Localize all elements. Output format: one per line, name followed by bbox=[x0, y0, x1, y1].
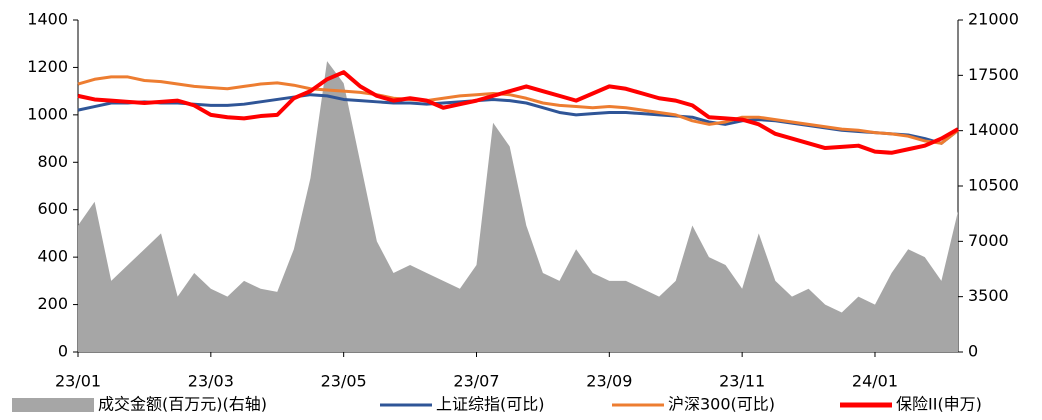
y2-tick-label: 0 bbox=[968, 342, 978, 361]
y-tick-label: 800 bbox=[37, 152, 68, 171]
x-tick-label: 23/03 bbox=[188, 372, 234, 391]
y2-tick-label: 7000 bbox=[968, 231, 1009, 250]
x-tick-label: 23/05 bbox=[321, 372, 367, 391]
series-line bbox=[77, 70, 959, 155]
legend-label: 沪深300(可比) bbox=[668, 395, 775, 414]
y2-tick-label: 21000 bbox=[968, 10, 1019, 29]
y2-tick-label: 3500 bbox=[968, 286, 1009, 305]
y-tick-label: 400 bbox=[37, 247, 68, 266]
y-tick-label: 1400 bbox=[27, 10, 68, 29]
x-tick-label: 23/07 bbox=[453, 372, 499, 391]
x-tick-label: 23/01 bbox=[55, 372, 101, 391]
y-tick-label: 200 bbox=[37, 294, 68, 313]
series-line bbox=[77, 93, 959, 145]
y-tick-label: 1200 bbox=[27, 57, 68, 76]
x-tick-label: 23/09 bbox=[586, 372, 632, 391]
y2-tick-label: 14000 bbox=[968, 120, 1019, 139]
y2-tick-label: 17500 bbox=[968, 65, 1019, 84]
y-tick-label: 1000 bbox=[27, 104, 68, 123]
y-tick-label: 600 bbox=[37, 199, 68, 218]
turnover-area bbox=[78, 61, 958, 352]
x-tick-label: 23/11 bbox=[719, 372, 765, 391]
series-line bbox=[77, 75, 959, 145]
legend-label: 上证综指(可比) bbox=[436, 395, 545, 414]
legend-label: 成交金额(百万元)(右轴) bbox=[98, 395, 267, 414]
y2-tick-label: 10500 bbox=[968, 176, 1019, 195]
legend-label: 保险II(申万) bbox=[896, 395, 982, 414]
x-tick-label: 24/01 bbox=[852, 372, 898, 391]
y-tick-label: 0 bbox=[58, 342, 68, 361]
legend-swatch bbox=[12, 398, 94, 412]
